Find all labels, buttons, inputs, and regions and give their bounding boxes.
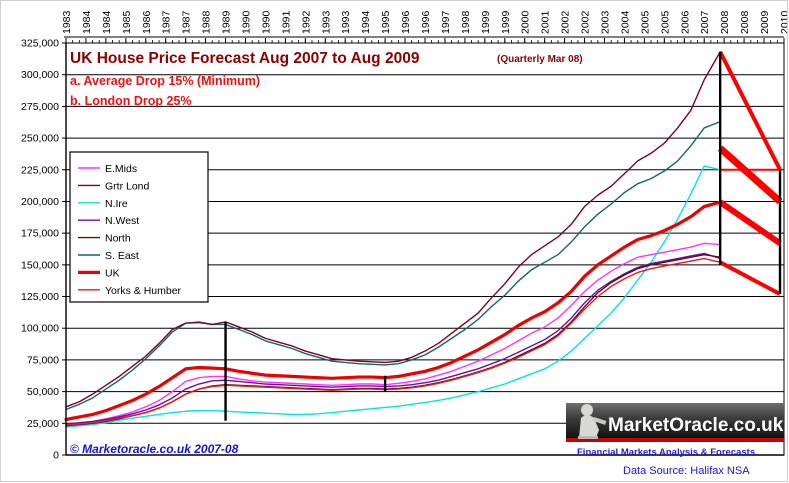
x-axis-tick-label: 2001	[540, 10, 552, 34]
x-axis-tick-label: 1994	[360, 10, 372, 34]
x-axis-tick-label: 1993	[340, 10, 352, 34]
y-axis-tick-label: 0	[53, 450, 59, 462]
y-axis-tick-label: 325,000	[21, 38, 59, 50]
series-line-yorks-humber	[65, 257, 721, 426]
x-axis-tick-label: 1985	[121, 10, 133, 34]
x-axis-tick-label: 2008	[739, 10, 751, 34]
logo-brand-text: MarketOracle.co.uk	[608, 415, 784, 436]
y-axis-tick-label: 100,000	[21, 323, 59, 335]
logo-tagline-text: Financial Markets Analysis & Forecasts	[577, 447, 755, 458]
x-axis-tick-label: 1986	[141, 10, 153, 34]
x-axis-tick-label: 2006	[679, 10, 691, 34]
legend-label-uk: UK	[105, 267, 120, 279]
x-axis-tick-label: 2008	[719, 10, 731, 34]
legend-label-n-ire: N.Ire	[105, 198, 128, 210]
y-axis-tick-label: 300,000	[21, 69, 59, 81]
series-line-uk	[64, 200, 722, 422]
y-axis-tick-label: 175,000	[21, 228, 59, 240]
marker-lines	[224, 51, 782, 421]
page-title: UK House Price Forecast Aug 2007 to Aug …	[70, 50, 420, 67]
x-axis-tick-label: 1997	[440, 10, 452, 34]
forecast-line-regional-drop-forecast	[719, 260, 781, 296]
x-axis-tick-label: 2009	[759, 10, 771, 34]
y-axis-tick-label: 275,000	[21, 101, 59, 113]
x-axis-tick-label: 2000	[520, 10, 532, 34]
x-axis-tick-label: 1983	[61, 10, 73, 34]
x-axis-tick-label: 1989	[221, 10, 233, 34]
oracle-figure-icon	[578, 404, 607, 439]
legend-label-grtr-lond: Grtr Lond	[105, 180, 150, 192]
x-axis-tick-label: 1984	[81, 10, 93, 34]
series-line-n-ire	[65, 165, 721, 428]
x-axis-tick-label: 2004	[619, 10, 631, 34]
forecast-line-uk-drop-forecast	[718, 199, 782, 246]
x-axis-tick-label: 1996	[400, 10, 412, 34]
forecast-lines	[717, 50, 783, 296]
y-axis-tick-label: 25,000	[27, 418, 59, 430]
x-axis-tick-label: 1999	[500, 10, 512, 34]
x-axis-tick-label: 1990	[241, 10, 253, 34]
x-axis-tick-label: 2005	[639, 10, 651, 34]
y-axis-tick-label: 225,000	[21, 164, 59, 176]
y-axis-tick-label: 75,000	[27, 354, 59, 366]
y-axis-tick-label: 125,000	[21, 291, 59, 303]
x-axis-labels: 1983 1984 1984 1985 1986 1987 1987 1988 1989 1990…	[61, 10, 789, 34]
x-axis-tick-label: 2007	[699, 10, 711, 34]
x-axis-tick-label: 1991	[280, 10, 292, 34]
x-axis-tick-label: 1993	[320, 10, 332, 34]
legend-box	[69, 151, 209, 303]
legend-label-north: North	[105, 233, 131, 245]
x-axis-tick-label: 2005	[659, 10, 671, 34]
axis-lines	[65, 43, 784, 456]
y-axis-tick-label: 200,000	[21, 196, 59, 208]
page-subtitle: (Quarterly Mar 08)	[497, 54, 583, 65]
x-axis-tick-label: 1996	[420, 10, 432, 34]
legend-label-yorks-humber: Yorks & Humber	[105, 285, 182, 297]
series-line-e-mids	[65, 242, 721, 426]
forecast-line-average-drop-15-upper	[717, 145, 783, 205]
series-lines	[64, 51, 722, 428]
x-axis-tick-label: 1995	[380, 10, 392, 34]
legend-label-e-mids: E.Mids	[105, 163, 137, 175]
x-axis-tick-label: 2002	[560, 10, 572, 34]
x-axis-tick-label: 1998	[460, 10, 472, 34]
logo-red-bar	[566, 438, 784, 442]
brand-logo: MarketOracle.co.uk Financial Markets Ana…	[566, 403, 784, 477]
x-axis-tick-label: 1992	[300, 10, 312, 34]
x-axis-tick-label: 1988	[201, 10, 213, 34]
x-axis-tick-label: 1987	[161, 10, 173, 34]
x-axis-tick-label: 1999	[480, 10, 492, 34]
y-axis-labels: 0 25,000 50,000 75,000 100,000 125,000 150,000…	[21, 38, 59, 462]
x-axis-tick-label: 2003	[600, 10, 612, 34]
x-axis-tick-label: 1987	[181, 10, 193, 34]
y-axis-tick-label: 150,000	[21, 259, 59, 271]
y-axis-tick-label: 50,000	[27, 386, 59, 398]
series-line-n-west	[65, 252, 721, 425]
legend-label-s-east: S. East	[105, 250, 139, 262]
annotation-a: a. Average Drop 15% (Minimum)	[70, 74, 260, 88]
legend-label-n-west: N.West	[105, 215, 139, 227]
forecast-line-london-drop-25	[718, 50, 782, 171]
x-axis-tick-label: 1990	[260, 10, 272, 34]
series-line-grtr-lond	[65, 51, 721, 408]
copyright-text: © Marketoracle.co.uk 2007-08	[70, 442, 239, 456]
annotation-b: b. London Drop 25%	[70, 94, 192, 108]
y-axis-tick-label: 250,000	[21, 133, 59, 145]
legend: E.Mids Grtr Lond N.Ire N.West North S. East UK…	[69, 151, 209, 303]
data-source-text: Data Source: Halifax NSA	[623, 465, 750, 477]
series-line-s-east	[65, 120, 721, 411]
x-axis-ticks	[64, 36, 785, 43]
x-axis-tick-label: 2010	[779, 10, 789, 34]
x-axis-tick-label: 1984	[101, 10, 113, 34]
x-axis-tick-label: 2002	[580, 10, 592, 34]
